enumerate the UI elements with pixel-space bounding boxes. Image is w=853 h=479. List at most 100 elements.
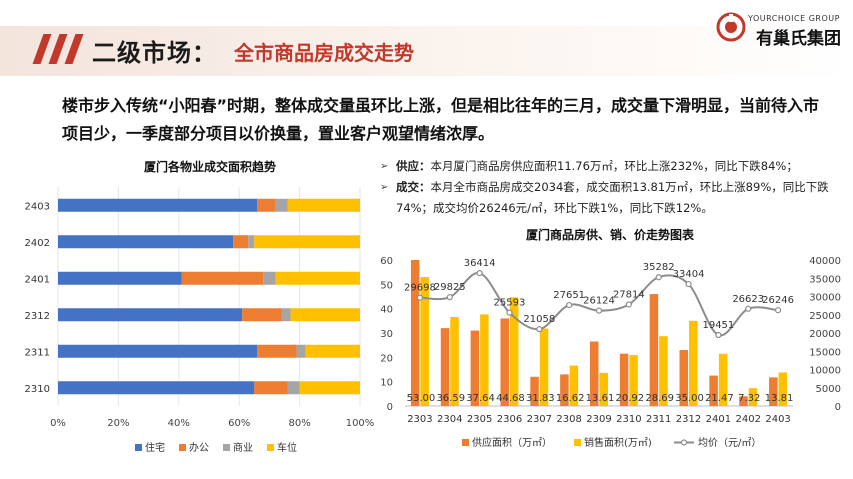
supply-bar [590, 341, 599, 406]
legend-label-supply: 供应面积（万㎡） [472, 436, 552, 449]
y-right-tick-label: 0 [835, 402, 841, 413]
price-data-label: 35282 [643, 262, 675, 273]
legend-label: 住宅 [145, 441, 165, 454]
price-point [774, 307, 782, 314]
price-point [506, 309, 513, 316]
price-data-label: 26246 [762, 295, 794, 306]
x-tick-label: 2401 [706, 414, 731, 425]
x-tick-label: 2312 [676, 414, 701, 425]
bar-segment [254, 235, 360, 249]
logo-icon [716, 12, 746, 46]
sales-bar [480, 314, 489, 406]
price-data-label: 27651 [553, 290, 585, 301]
combo-chart: 0 10 20 30 40 50 60 0 5000 10000 15000 20000 25000 30… [350, 244, 853, 460]
page-subtitle: 全市商品房成交走势 [234, 41, 414, 65]
price-data-label: 33404 [673, 269, 705, 280]
y-tick-label: 2401 [25, 274, 50, 285]
x-tick-label: 2402 [736, 414, 761, 425]
y-right-tick-label: 25000 [809, 311, 841, 322]
price-point [625, 301, 632, 308]
supply-bar [769, 377, 778, 406]
sales-bar [539, 328, 549, 406]
stacked-bar-chart: 0% 20% 40% 60% 80% 100% 2403 2402 2401 2312 2311 23… [0, 175, 380, 459]
legend-swatch [267, 444, 274, 451]
price-point [745, 305, 752, 312]
sales-data-label: 16.62 [556, 393, 585, 404]
x-tick-label: 2306 [497, 414, 522, 425]
bullet-sales: ➢ 成交：本月全市商品房成交2034套，成交面积13.81万㎡，环比上涨89%，… [380, 177, 850, 219]
y-left-tick-label: 20 [380, 353, 393, 364]
sales-bar [778, 372, 788, 406]
supply-bar [440, 328, 450, 406]
bar-segment [263, 271, 276, 285]
x-tick-label: 40% [168, 418, 190, 429]
bullet-list: ➢ 供应：本月厦门商品房供应面积11.76万㎡，环比上涨232%，同比下跌84%… [380, 156, 850, 219]
y-left-tick-label: 0 [387, 402, 393, 413]
legend-swatch [135, 444, 142, 451]
bar-segment [299, 381, 360, 395]
y-tick-label: 2311 [25, 347, 50, 358]
x-tick-label: 2403 [765, 414, 790, 425]
y-right-tick-label: 15000 [809, 347, 841, 358]
price-point [715, 331, 722, 339]
x-tick-label: 2307 [527, 414, 552, 425]
sales-data-label: 35.00 [675, 393, 704, 404]
legend-swatch-supply [462, 439, 469, 446]
x-tick-label: 100% [346, 418, 375, 429]
y-tick-label: 2403 [25, 201, 50, 212]
price-data-label: 29698 [404, 283, 436, 294]
sales-data-label: 53.00 [407, 393, 436, 404]
bar-segment [257, 344, 297, 358]
supply-bar [649, 294, 659, 406]
price-point [595, 307, 603, 314]
bullet-supply: ➢ 供应：本月厦门商品房供应面积11.76万㎡，环比上涨232%，同比下跌84%… [380, 156, 850, 177]
legend-label-price: 均价（元/㎡） [698, 437, 761, 449]
supply-bar [530, 376, 539, 406]
y-tick-label: 2312 [25, 311, 50, 322]
bar-segment [58, 271, 182, 285]
x-tick-label: 80% [288, 418, 310, 429]
bar-segment [233, 235, 249, 249]
sales-bar [450, 316, 459, 406]
sales-data-label: 21.47 [705, 393, 734, 404]
sales-data-label: 37.64 [466, 393, 495, 404]
price-data-label: 21058 [523, 314, 555, 325]
bar-segment [296, 344, 306, 358]
price-data-label: 25593 [494, 298, 526, 309]
arrow-bullet-icon: ➢ [380, 182, 389, 193]
left-chart-title: 厦门各物业成交面积趋势 [143, 160, 276, 174]
sales-data-label: 7.32 [738, 393, 760, 404]
y-left-tick-label: 60 [380, 256, 393, 267]
y-right-tick-label: 5000 [816, 384, 841, 395]
page-title: 二级市场： [92, 39, 217, 67]
legend-label: 办公 [189, 441, 209, 454]
sales-bar [718, 353, 728, 406]
y-right-tick-label: 30000 [809, 293, 841, 304]
x-tick-label: 60% [228, 418, 250, 429]
bar-segment [254, 381, 288, 395]
bullet-supply-label: 供应： [396, 159, 431, 173]
x-tick-label: 2311 [646, 414, 671, 425]
price-data-label: 29825 [434, 282, 466, 293]
legend-point-price [680, 439, 688, 446]
sales-data-label: 20.92 [616, 393, 645, 404]
combo-chart-svg: 0 10 20 30 40 50 60 0 5000 10000 15000 20000 25000 30… [380, 256, 841, 449]
x-tick-label: 2303 [407, 414, 432, 425]
price-point [416, 294, 424, 301]
summary-paragraph: 楼市步入传统“小阳春”时期，整体成交量虽环比上涨，但是相比往年的三月，成交量下滑… [62, 96, 820, 143]
price-point [655, 274, 662, 281]
bar-segment [287, 198, 360, 212]
price-data-label: 26623 [732, 294, 764, 305]
bar-segment [275, 271, 360, 285]
supply-bar [560, 374, 569, 406]
y-right-tick-label: 20000 [809, 329, 841, 340]
price-point [446, 294, 453, 301]
legend-label: 车位 [277, 441, 297, 454]
price-point [536, 326, 543, 333]
bar-segment [58, 344, 258, 358]
legend-swatch-sales [574, 439, 581, 446]
price-data-label: 19451 [702, 320, 734, 331]
y-right-tick-label: 40000 [809, 256, 841, 267]
sales-data-label: 13.81 [765, 393, 794, 404]
supply-bar [709, 375, 718, 406]
